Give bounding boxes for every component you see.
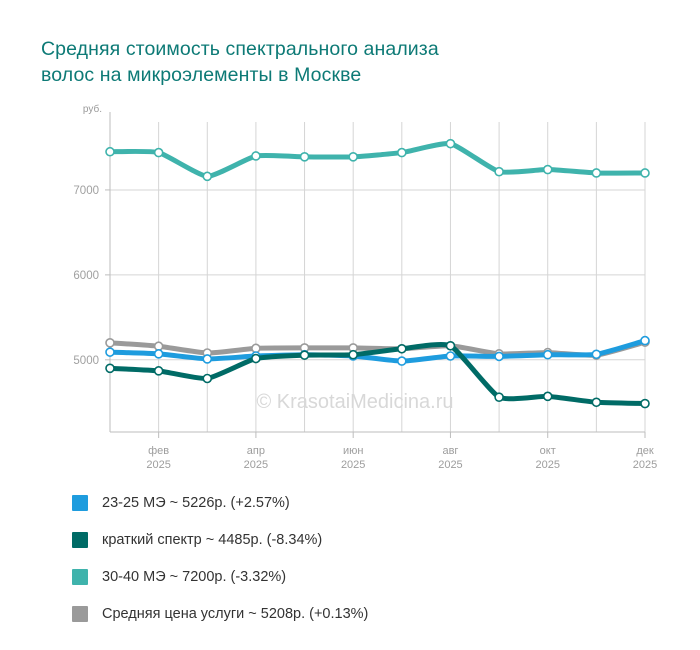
data-point-marker[interactable] <box>299 350 310 360</box>
legend-color-swatch <box>72 494 88 511</box>
data-point-marker[interactable] <box>542 349 553 360</box>
legend-item-label: краткий спектр ~ 4485р. (-8.34%) <box>102 531 323 548</box>
x-axis-tick-label-year: 2025 <box>438 459 462 471</box>
data-point-marker[interactable] <box>591 168 602 178</box>
series-line <box>107 141 648 179</box>
data-point-marker[interactable] <box>251 343 261 354</box>
legend-item-label: 30-40 МЭ ~ 7200р. (-3.32%) <box>102 568 287 585</box>
x-axis: фев 2025 апр 2025 июн 2025 авг 2025 окт 2025 дек 20… <box>110 431 657 471</box>
data-point-marker[interactable] <box>445 138 456 149</box>
data-point-marker[interactable] <box>153 341 164 352</box>
watermark: © KrasotaiMedicina.ru <box>256 391 453 413</box>
x-axis-tick-label-month: авг <box>442 445 458 457</box>
x-axis-tick-label-month: апр <box>247 445 265 457</box>
data-point-marker[interactable] <box>299 152 310 162</box>
data-point-marker[interactable] <box>105 347 115 357</box>
data-point-marker[interactable] <box>153 147 164 158</box>
data-point-marker[interactable] <box>153 349 164 359</box>
x-axis-tick-label-month: фев <box>148 445 169 457</box>
data-series-group <box>105 138 650 409</box>
data-point-marker[interactable] <box>494 392 504 402</box>
chart-title: Средняя стоимость спектрального анализа … <box>41 38 439 86</box>
data-point-marker[interactable] <box>640 335 650 346</box>
legend-item[interactable]: 23-25 МЭ ~ 5226р. (+2.57%) <box>72 484 632 521</box>
y-axis-tick-label: 5000 <box>73 355 99 367</box>
data-point-marker[interactable] <box>542 391 553 402</box>
legend-item-label: 23-25 МЭ ~ 5226р. (+2.57%) <box>102 494 290 511</box>
data-point-marker[interactable] <box>251 353 261 364</box>
legend-item[interactable]: 30-40 МЭ ~ 7200р. (-3.32%) <box>72 558 632 595</box>
data-point-marker[interactable] <box>105 338 115 348</box>
data-point-marker[interactable] <box>202 373 213 384</box>
data-point-marker[interactable] <box>445 351 456 361</box>
y-axis-unit-label: руб. <box>83 103 102 115</box>
y-axis: руб. 5000 6000 7000 <box>73 103 111 432</box>
data-point-marker[interactable] <box>640 168 650 178</box>
data-point-marker[interactable] <box>202 354 213 364</box>
data-point-marker[interactable] <box>494 351 504 362</box>
data-point-marker[interactable] <box>397 343 407 354</box>
data-point-marker[interactable] <box>251 151 261 161</box>
data-point-marker[interactable] <box>591 397 602 408</box>
data-point-marker[interactable] <box>397 356 407 366</box>
data-point-marker[interactable] <box>591 349 602 360</box>
data-point-marker[interactable] <box>105 146 115 157</box>
x-axis-tick-label-month: окт <box>540 445 556 457</box>
data-point-marker[interactable] <box>640 398 650 409</box>
legend-item[interactable]: краткий спектр ~ 4485р. (-8.34%) <box>72 521 632 558</box>
legend-color-swatch <box>72 568 88 585</box>
legend-item-label: Средняя цена услуги ~ 5208р. (+0.13%) <box>102 605 369 622</box>
data-point-marker[interactable] <box>542 164 553 175</box>
data-point-marker[interactable] <box>494 166 504 177</box>
data-point-marker[interactable] <box>348 349 358 360</box>
legend-item[interactable]: Средняя цена услуги ~ 5208р. (+0.13%) <box>72 595 632 632</box>
legend-color-swatch <box>72 531 88 548</box>
data-point-marker[interactable] <box>348 152 358 162</box>
legend-color-swatch <box>72 605 88 622</box>
data-point-marker[interactable] <box>202 171 213 182</box>
data-point-marker[interactable] <box>397 147 407 158</box>
data-series-краткий-спектр <box>105 340 650 409</box>
x-axis-tick-label-year: 2025 <box>146 459 170 471</box>
x-axis-tick-label-month: дек <box>636 445 654 457</box>
x-axis-tick-label-month: июн <box>343 445 363 457</box>
y-axis-tick-label: 7000 <box>73 185 99 197</box>
y-axis-tick-label: 6000 <box>73 270 99 282</box>
x-axis-tick-label-year: 2025 <box>535 459 559 471</box>
data-point-marker[interactable] <box>153 366 164 376</box>
x-axis-tick-label-year: 2025 <box>633 459 657 471</box>
data-point-marker[interactable] <box>105 363 115 374</box>
data-point-marker[interactable] <box>445 340 456 351</box>
data-series-30-40-МЭ <box>105 138 650 182</box>
x-axis-tick-label-year: 2025 <box>244 459 268 471</box>
chart-plot-area: руб. 5000 6000 7000 фев 2025 апр 2025 июн 2025 ав… <box>73 103 657 471</box>
x-axis-tick-label-year: 2025 <box>341 459 365 471</box>
chart-legend: 23-25 МЭ ~ 5226р. (+2.57%) краткий спектр… <box>72 484 632 632</box>
